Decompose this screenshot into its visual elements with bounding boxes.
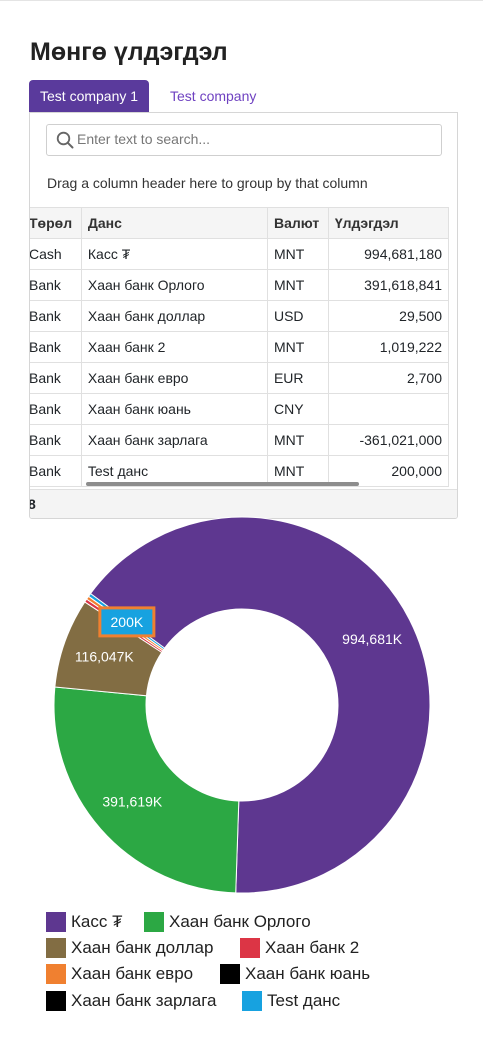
cell-currency: MNT xyxy=(266,331,329,363)
cell-currency: MNT xyxy=(266,455,329,487)
cell-type: Bank xyxy=(30,331,82,363)
balance-grid: Drag a column header here to group by th… xyxy=(29,112,458,519)
cell-type: Cash xyxy=(30,238,82,270)
cell-currency: MNT xyxy=(266,424,329,456)
data-label-box-7 xyxy=(98,606,156,638)
cell-account: Test данс xyxy=(80,455,268,487)
cell-currency: CNY xyxy=(266,393,329,425)
cell-account: Хаан банк Орлого xyxy=(80,269,268,301)
cell-type: Bank xyxy=(30,269,82,301)
top-divider xyxy=(0,0,483,1)
data-label-7: 200K xyxy=(111,614,144,630)
column-header-currency[interactable]: Валют xyxy=(266,207,329,239)
search-box[interactable] xyxy=(46,124,442,156)
tab-test-company-1[interactable]: Test company 1 xyxy=(29,80,150,112)
legend-label: Хаан банк зарлага xyxy=(71,991,217,1010)
column-header-type[interactable]: Төрөл xyxy=(30,207,82,239)
table-row[interactable]: Bank Хаан банк евро EUR 2,700 xyxy=(30,362,450,394)
cell-account: Хаан банк доллар xyxy=(80,300,268,332)
cell-balance: 2,700 xyxy=(327,362,450,394)
table-row[interactable]: Bank Хаан банк юань CNY xyxy=(30,393,450,425)
search-input[interactable] xyxy=(77,126,427,152)
legend-swatch xyxy=(46,964,66,984)
legend-swatch xyxy=(144,912,164,932)
cell-type: Bank xyxy=(30,300,82,332)
table-row[interactable]: Bank Хаан банк доллар USD 29,500 xyxy=(30,300,450,332)
cell-account: Хаан банк евро xyxy=(80,362,268,394)
cell-balance: 391,618,841 xyxy=(327,269,450,301)
cell-type: Bank xyxy=(30,362,82,394)
legend-item[interactable]: Хаан банк евро xyxy=(46,964,193,984)
row-count: 8 xyxy=(30,496,36,512)
data-label-2: 116,047K xyxy=(75,649,135,665)
cell-account: Хаан банк юань xyxy=(80,393,268,425)
cell-balance: -361,021,000 xyxy=(327,424,450,456)
page-title: Мөнгө үлдэгдэл xyxy=(30,38,228,66)
legend-item[interactable]: Хаан банк юань xyxy=(220,964,370,984)
column-header-account[interactable]: Данс xyxy=(80,207,268,239)
cell-balance: 200,000 xyxy=(327,455,450,487)
tab-test-company[interactable]: Test company xyxy=(170,88,257,104)
table-row[interactable]: Bank Хаан банк Орлого MNT 391,618,841 xyxy=(30,269,450,301)
table-row[interactable]: Bank Хаан банк зарлага MNT -361,021,000 xyxy=(30,424,450,456)
legend-swatch xyxy=(220,964,240,984)
grid-footer: 8 xyxy=(30,489,457,518)
legend-item[interactable]: Хаан банк доллар xyxy=(46,938,213,958)
data-label-1: 391,619K xyxy=(102,793,163,809)
legend-label: Хаан банк евро xyxy=(71,964,194,983)
cell-account: Касс ₮ xyxy=(80,238,268,270)
donut-slice-1[interactable] xyxy=(53,686,240,894)
cell-currency: MNT xyxy=(266,269,329,301)
column-header-balance[interactable]: Үлдэгдэл xyxy=(327,207,450,239)
balance-donut-chart: 994,681K 391,619K 116,047K 200K xyxy=(53,516,431,894)
legend-swatch xyxy=(240,938,260,958)
cell-account: Хаан банк 2 xyxy=(80,331,268,363)
legend-item[interactable]: Касс ₮ xyxy=(46,912,122,932)
table-row[interactable]: Cash Касс ₮ MNT 994,681,180 xyxy=(30,238,450,270)
legend-item[interactable]: Test данс xyxy=(242,991,340,1011)
cell-type: Bank xyxy=(30,455,82,487)
cell-type: Bank xyxy=(30,424,82,456)
legend-swatch xyxy=(46,991,66,1011)
cell-balance: 1,019,222 xyxy=(327,331,450,363)
legend-label: Хаан банк юань xyxy=(245,964,371,983)
data-label-0: 994,681K xyxy=(342,631,403,647)
table-row[interactable]: Bank Хаан банк 2 MNT 1,019,222 xyxy=(30,331,450,363)
data-table: Төрөл Данс Валют Үлдэгдэл Cash Касс ₮ MN… xyxy=(30,207,450,487)
cell-balance: 29,500 xyxy=(327,300,450,332)
legend-label: Test данс xyxy=(267,991,341,1010)
legend-item[interactable]: Хаан банк Орлого xyxy=(144,912,311,932)
cell-balance xyxy=(327,393,450,425)
table-row[interactable]: Bank Test данс MNT 200,000 xyxy=(30,455,450,487)
table-header-row: Төрөл Данс Валют Үлдэгдэл xyxy=(30,207,450,239)
cell-balance: 994,681,180 xyxy=(327,238,450,270)
cell-currency: EUR xyxy=(266,362,329,394)
cell-type: Bank xyxy=(30,393,82,425)
group-panel[interactable]: Drag a column header here to group by th… xyxy=(47,175,368,191)
cell-account: Хаан банк зарлага xyxy=(80,424,268,456)
legend-item[interactable]: Хаан банк 2 xyxy=(240,938,359,958)
legend-item[interactable]: Хаан банк зарлага xyxy=(46,991,217,1011)
donut-slice-0[interactable] xyxy=(85,516,431,894)
cell-currency: MNT xyxy=(266,238,329,270)
legend-label: Хаан банк 2 xyxy=(265,938,360,957)
horizontal-scrollbar[interactable] xyxy=(86,482,359,486)
legend-label: Касс ₮ xyxy=(71,912,123,931)
legend-label: Хаан банк доллар xyxy=(71,938,214,957)
legend-swatch xyxy=(242,991,262,1011)
legend-swatch xyxy=(46,938,66,958)
cell-currency: USD xyxy=(266,300,329,332)
search-icon xyxy=(56,131,74,149)
legend-swatch xyxy=(46,912,66,932)
legend-label: Хаан банк Орлого xyxy=(169,912,311,931)
